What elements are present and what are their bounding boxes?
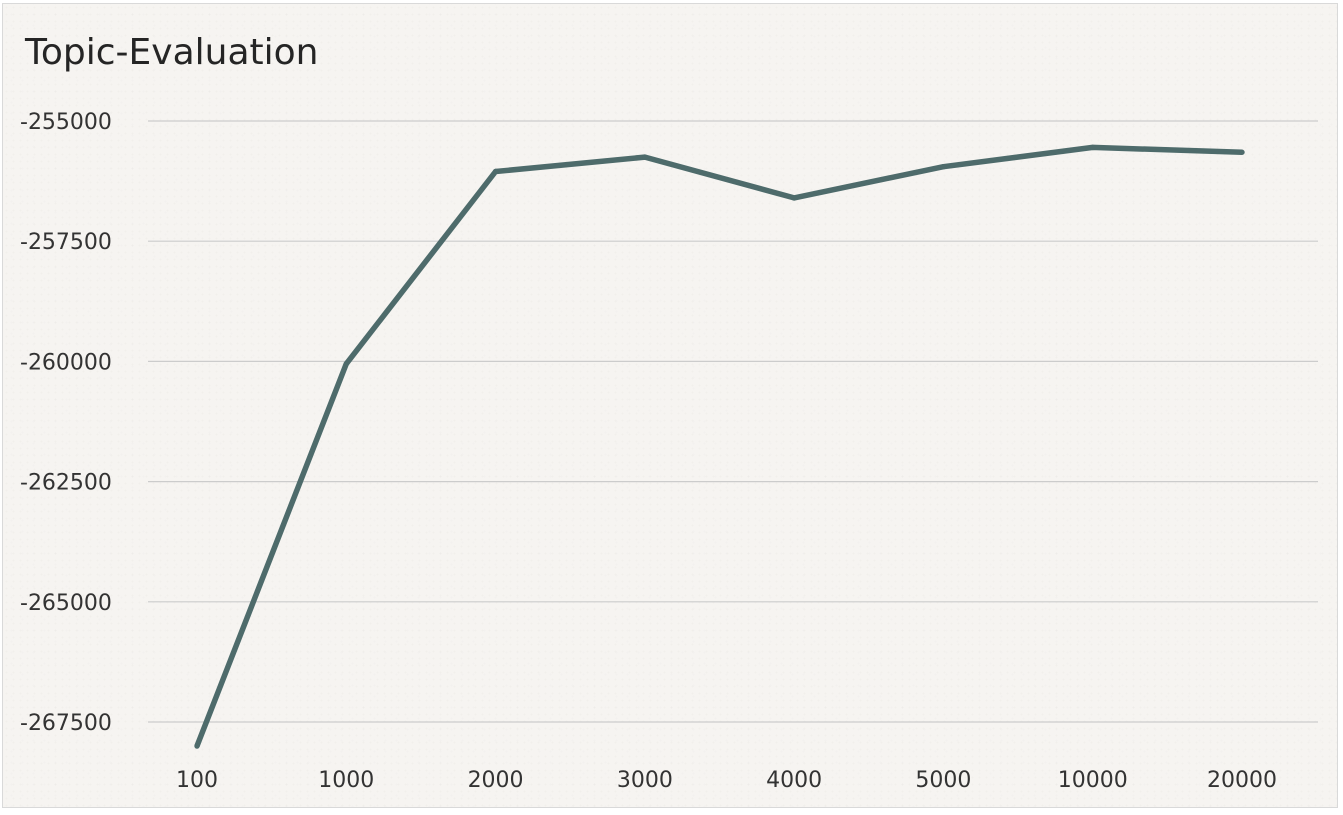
data-point: [1239, 149, 1245, 155]
data-point: [343, 361, 349, 367]
y-tick-label: -257500: [20, 230, 112, 255]
data-point: [940, 163, 947, 170]
x-tick-label: 1000: [318, 768, 374, 793]
data-point: [492, 168, 499, 175]
y-tick-label: -260000: [20, 350, 112, 375]
x-tick-label: 2000: [468, 768, 524, 793]
data-point: [194, 743, 200, 749]
data-point: [642, 154, 648, 160]
y-axis-ticks: -255000 -257500 -260000 -262500 -265000 -2675…: [20, 110, 112, 736]
series-line: [194, 144, 1243, 748]
x-tick-label: 100: [176, 768, 218, 793]
grid-lines: [148, 120, 1318, 723]
y-tick-label: -262500: [20, 471, 112, 496]
x-tick-label: 5000: [915, 768, 971, 793]
x-tick-label: 10000: [1058, 768, 1128, 793]
x-tick-label: 4000: [766, 768, 822, 793]
x-tick-label: 20000: [1207, 768, 1277, 793]
x-tick-label: 3000: [617, 768, 673, 793]
data-point: [791, 195, 797, 201]
series-layer: [194, 144, 1245, 749]
data-point: [1090, 144, 1096, 151]
y-tick-label: -265000: [20, 591, 112, 616]
y-tick-label: -267500: [20, 711, 112, 736]
chart-title: Topic-Evaluation: [25, 32, 319, 73]
y-tick-label: -255000: [20, 110, 112, 135]
x-axis-ticks: 100 1000 2000 3000 4000 5000 10000 20000: [176, 768, 1277, 793]
